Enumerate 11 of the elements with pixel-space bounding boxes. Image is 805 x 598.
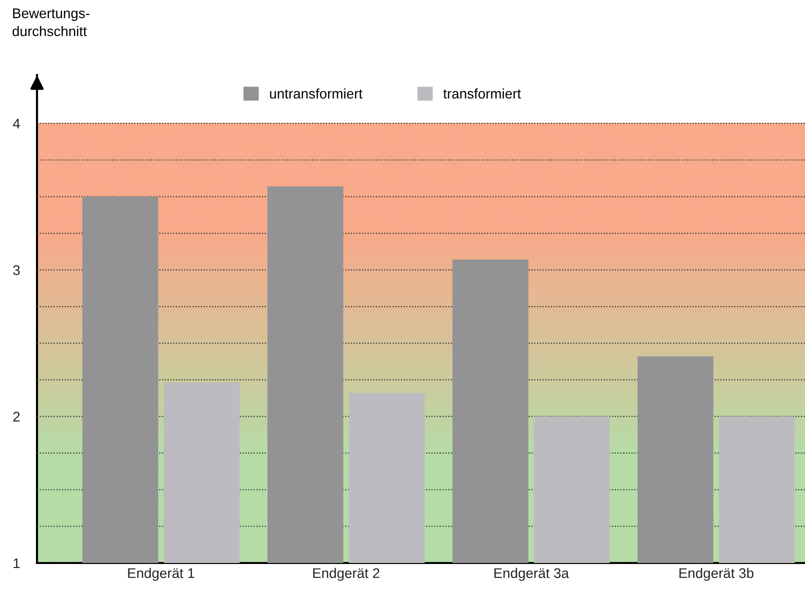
legend-label: untransformiert: [270, 88, 362, 99]
x-tick-label: Endgerät 3b: [679, 568, 754, 581]
x-tick-label: Endgerät 1: [128, 568, 194, 581]
x-tick-label: Endgerät 2: [313, 568, 380, 581]
y-axis-title: Bewertungs- durchschnitt: [12, 8, 90, 36]
legend-label: transformiert: [443, 88, 521, 99]
y-tick-label: 2: [13, 412, 20, 422]
y-tick-label: 4: [12, 118, 20, 128]
x-tick-label: Endgerät 3a: [494, 568, 569, 581]
y-tick-label: 3: [13, 265, 20, 276]
y-tick-label: 1: [14, 558, 20, 568]
